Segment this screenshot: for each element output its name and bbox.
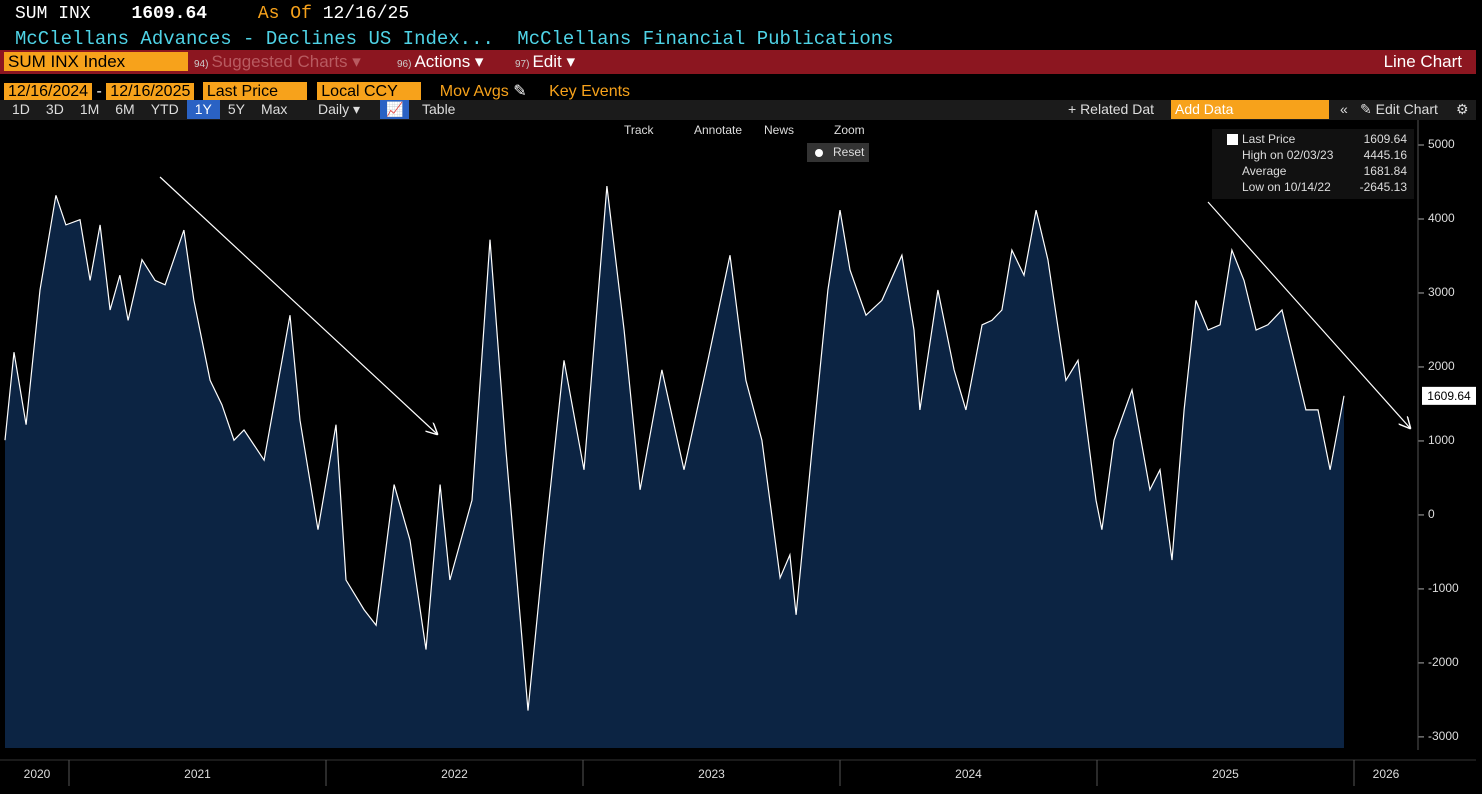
key-events[interactable]: Key Events: [549, 83, 631, 100]
y-tick-label: 3000: [1428, 285, 1455, 299]
x-tick-label: 2020: [24, 767, 51, 781]
table-button[interactable]: Table: [422, 101, 456, 117]
x-tick-label: 2021: [184, 767, 211, 781]
period-button[interactable]: 1M: [79, 101, 100, 117]
chart-tool[interactable]: Track: [624, 123, 655, 137]
chart-tool[interactable]: Zoom: [834, 123, 865, 137]
legend-box: [1212, 129, 1414, 199]
legend-label: High on 02/03/23: [1242, 148, 1334, 162]
price: 1609.64: [131, 4, 208, 24]
actions-menu[interactable]: 96) Actions ▾: [397, 52, 484, 71]
header-row: SUM INX 1609.64 As Of 12/16/25: [15, 4, 409, 24]
legend-value: 1609.64: [1364, 132, 1408, 146]
add-data[interactable]: Add Data: [1171, 100, 1329, 119]
legend-value: 4445.16: [1364, 148, 1408, 162]
y-tick-label: -2000: [1428, 655, 1459, 669]
mov-avgs[interactable]: Mov Avgs: [439, 83, 509, 100]
menu-number: 97): [515, 59, 530, 70]
toolbar: SUM INX Index 94) Suggested Charts ▾ 96) A…: [0, 50, 1476, 74]
period-button[interactable]: 1D: [12, 101, 30, 117]
ticker: SUM INX: [15, 4, 91, 24]
line: [4, 186, 1345, 711]
end-date[interactable]: 12/16/2025: [106, 83, 195, 100]
legend-label: Last Price: [1242, 132, 1296, 146]
legend-label: Average: [1242, 164, 1287, 178]
source: McClellans Financial Publications: [517, 28, 894, 50]
frequency[interactable]: Daily ▾: [318, 101, 361, 117]
description: McClellans Advances - Declines US Index.…: [15, 28, 494, 50]
chart-tool[interactable]: News: [764, 123, 794, 137]
x-tick-label: 2022: [441, 767, 468, 781]
annotation-arrow: [159, 176, 437, 434]
collapse[interactable]: «: [1340, 101, 1348, 117]
edit-chart-label: Edit Chart: [1375, 101, 1438, 117]
y-tick-label: 0: [1428, 507, 1435, 521]
chart-tool[interactable]: Annotate: [694, 123, 742, 137]
period-button[interactable]: 3D: [45, 101, 64, 117]
x-tick-label: 2026: [1373, 767, 1400, 781]
period-button[interactable]: 1Y: [186, 100, 220, 119]
subtitle-row: McClellans Advances - Declines US Index.…: [15, 28, 894, 50]
y-tick-label: -1000: [1428, 581, 1459, 595]
x-tick-label: 2024: [955, 767, 982, 781]
chart-type: Line Chart: [1383, 52, 1462, 71]
edit-menu[interactable]: 97) Edit ▾: [515, 52, 576, 71]
period-button[interactable]: YTD: [150, 101, 179, 117]
y-tick-label: -3000: [1428, 729, 1459, 743]
controls-row: 12/16/2024 - 12/16/2025 Last Price Local…: [4, 81, 630, 101]
reset-icon: [815, 149, 823, 157]
frequency-label: Daily: [318, 101, 350, 117]
security-field[interactable]: SUM INX Index: [4, 52, 188, 71]
as-of-date: 12/16/25: [322, 4, 410, 24]
start-date[interactable]: 12/16/2024: [4, 83, 93, 100]
last-value-label: 1609.64: [1427, 389, 1471, 403]
annotation-arrow: [1207, 201, 1410, 428]
x-tick-label: 2025: [1212, 767, 1239, 781]
period-button[interactable]: 5Y: [227, 101, 245, 117]
period-bar: 1D 3D 1M 6M YTD 1Y 5Y Max Daily ▾ 📈 Table + Rel…: [0, 100, 1476, 120]
menu-label: Suggested Charts: [211, 52, 348, 71]
x-tick-label: 2023: [698, 767, 725, 781]
y-tick-label: 4000: [1428, 211, 1455, 225]
as-of-label: As Of: [257, 4, 312, 24]
reset-label: Reset: [833, 145, 865, 159]
period-button[interactable]: 6M: [115, 101, 135, 117]
y-tick-label: 5000: [1428, 137, 1455, 151]
y-tick-label: 2000: [1428, 359, 1455, 373]
period-button[interactable]: Max: [260, 101, 288, 117]
legend-value: 1681.84: [1364, 164, 1408, 178]
edit-chart[interactable]: ✎ Edit Chart: [1360, 101, 1438, 117]
reset-button[interactable]: [807, 143, 869, 162]
x-axis-strip: [0, 756, 1476, 794]
menu-number: 94): [194, 59, 209, 70]
currency-select[interactable]: Local CCY: [317, 82, 422, 101]
menu-label: Edit: [532, 52, 562, 71]
y-tick-label: 1000: [1428, 433, 1455, 447]
period-buttons: 1D 3D 1M 6M YTD 1Y 5Y Max: [4, 100, 295, 119]
settings[interactable]: ⚙: [1456, 101, 1469, 117]
legend-value: -2645.13: [1360, 180, 1408, 194]
last-value-flag: [1422, 386, 1476, 405]
suggested-charts[interactable]: 94) Suggested Charts ▾: [194, 52, 361, 71]
legend-swatch: [1227, 134, 1238, 145]
field-select[interactable]: Last Price: [202, 82, 307, 101]
legend-label: Low on 10/14/22: [1242, 180, 1331, 194]
line-icon[interactable]: 📈: [380, 100, 410, 119]
area: [5, 186, 1344, 749]
related-data[interactable]: + Related Dat: [1068, 101, 1154, 117]
menu-number: 96): [397, 59, 412, 70]
menu-label: Actions: [414, 52, 471, 71]
